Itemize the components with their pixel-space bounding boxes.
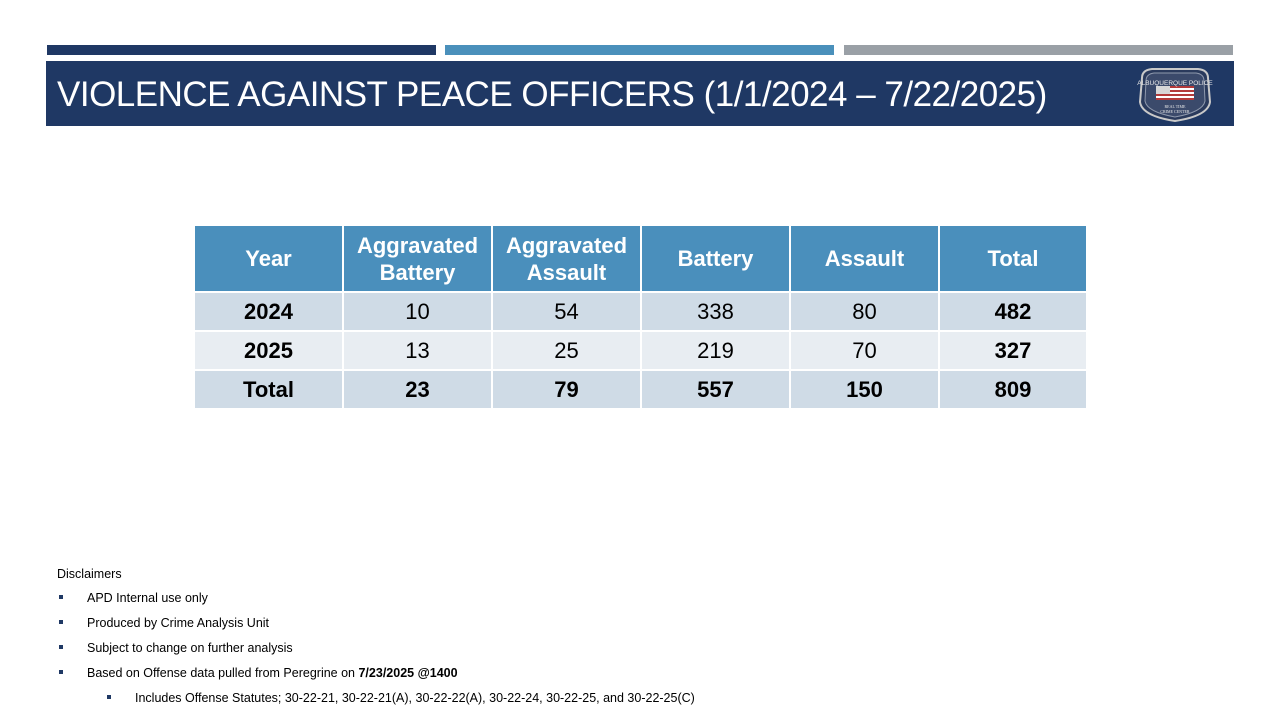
cell-assault: 70 [789,330,940,371]
cell-year: 2024 [193,291,344,332]
cell-total: 482 [938,291,1088,332]
square-bullet-icon [59,645,63,649]
cell-assault: 80 [789,291,940,332]
cell-total: 809 [938,369,1088,410]
table-row-2025: 2025 13 25 219 70 327 [193,330,1088,371]
header-aggravated-assault: Aggravated Assault [491,224,642,293]
albuquerque-police-badge-icon: ALBUQUERQUE POLICE REAL TIME CRIME CENTE… [1134,66,1216,123]
cell-agg-battery: 10 [342,291,493,332]
violence-table: Year Aggravated Battery Aggravated Assau… [193,224,1088,410]
svg-text:CRIME CENTER: CRIME CENTER [1160,109,1190,114]
cell-battery: 338 [640,291,791,332]
header-assault: Assault [789,224,940,293]
pulled-timestamp: 7/23/2025 @1400 [358,666,458,680]
table-row-2024: 2024 10 54 338 80 482 [193,291,1088,332]
header-aggravated-battery: Aggravated Battery [342,224,493,293]
square-bullet-icon [59,670,63,674]
title-bar: VIOLENCE AGAINST PEACE OFFICERS (1/1/202… [46,61,1234,126]
header-total: Total [938,224,1088,293]
cell-total: 327 [938,330,1088,371]
cell-battery: 219 [640,330,791,371]
disclaimers-heading: Disclaimers [57,567,122,581]
cell-agg-battery: 23 [342,369,493,410]
disclaimer-item: Subject to change on further analysis [57,640,695,665]
cell-battery: 557 [640,369,791,410]
cell-agg-assault: 54 [491,291,642,332]
disclaimer-sub-item: Includes Offense Statutes; 30-22-21, 30-… [57,690,695,714]
disclaimer-item: Based on Offense data pulled from Peregr… [57,665,695,690]
header-battery: Battery [640,224,791,293]
slide-title: VIOLENCE AGAINST PEACE OFFICERS (1/1/202… [57,75,1047,114]
square-bullet-icon [107,695,111,699]
cell-agg-battery: 13 [342,330,493,371]
square-bullet-icon [59,595,63,599]
cell-year: Total [193,369,344,410]
disclaimer-item: APD Internal use only [57,590,695,615]
svg-text:ALBUQUERQUE POLICE: ALBUQUERQUE POLICE [1137,80,1213,87]
cell-agg-assault: 25 [491,330,642,371]
table-row-total: Total 23 79 557 150 809 [193,369,1088,410]
cell-year: 2025 [193,330,344,371]
table-header-row: Year Aggravated Battery Aggravated Assau… [193,224,1088,293]
square-bullet-icon [59,620,63,624]
cell-agg-assault: 79 [491,369,642,410]
accent-bar-gray [844,45,1233,55]
disclaimer-item: Produced by Crime Analysis Unit [57,615,695,640]
accent-bar-navy [47,45,436,55]
cell-assault: 150 [789,369,940,410]
accent-bar-blue [445,45,834,55]
header-year: Year [193,224,344,293]
svg-text:REAL TIME: REAL TIME [1165,104,1187,109]
disclaimers: Disclaimers APD Internal use only Produc… [57,567,695,714]
